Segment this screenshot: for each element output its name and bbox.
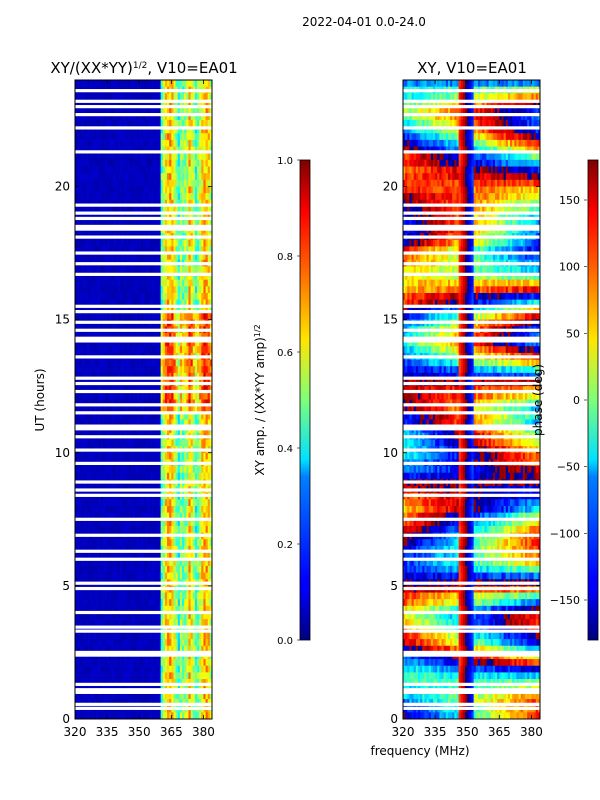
y-tick-label: 15 bbox=[383, 313, 398, 327]
x-tick-label: 380 bbox=[192, 725, 215, 739]
right-axes: 320 335 350 365 380 0 5 10 15 20 bbox=[383, 80, 543, 739]
x-tick-label: 335 bbox=[96, 725, 119, 739]
left-heatmap bbox=[75, 80, 212, 719]
shared-xlabel: frequency (MHz) bbox=[370, 744, 469, 758]
colorbar-tick-label: 1.0 bbox=[277, 156, 293, 167]
left-plot-frame bbox=[74, 79, 213, 720]
x-tick-label: 320 bbox=[64, 725, 87, 739]
right-colorbar-ticks: 150 100 50 0 −50 −100 −150 bbox=[550, 194, 587, 607]
colorbar-tick-label: 150 bbox=[559, 194, 580, 207]
right-panel-title: XY, V10=EA01 bbox=[417, 59, 527, 77]
x-tick-label: 380 bbox=[520, 725, 543, 739]
colorbar-tick-label: 0.2 bbox=[277, 540, 293, 551]
left-colorbar-bar bbox=[299, 159, 311, 641]
colorbar-tick-label: −150 bbox=[550, 594, 580, 607]
y-tick-label: 0 bbox=[62, 712, 70, 726]
figure-suptitle: 2022-04-01 0.0-24.0 bbox=[302, 15, 426, 29]
x-tick-label: 350 bbox=[456, 725, 479, 739]
y-tick-label: 15 bbox=[55, 313, 70, 327]
colorbar-tick-label: 100 bbox=[559, 261, 580, 274]
x-tick-label: 320 bbox=[392, 725, 415, 739]
colorbar-tick-label: 50 bbox=[566, 327, 580, 340]
right-colorbar-bar bbox=[587, 159, 599, 641]
colorbar-tick-label: 0 bbox=[573, 394, 580, 407]
colorbar-tick-label: 0.0 bbox=[277, 636, 293, 647]
x-tick-label: 350 bbox=[128, 725, 151, 739]
right-heatmap bbox=[403, 80, 540, 719]
right-colorbar-label: phase (deg) bbox=[531, 364, 545, 436]
y-tick-label: 0 bbox=[390, 712, 398, 726]
left-axes: 320 335 350 365 380 0 5 10 15 20 bbox=[55, 80, 215, 739]
left-panel-title: XY/(XX*YY)1/2, V10=EA01 bbox=[50, 59, 237, 77]
right-plot-frame bbox=[402, 79, 541, 720]
y-tick-label: 5 bbox=[390, 579, 398, 593]
x-tick-label: 335 bbox=[424, 725, 447, 739]
colorbar-tick-label: 0.4 bbox=[277, 444, 293, 455]
left-colorbar: 0.0 0.2 0.4 0.6 0.8 1.0 XY amp. / (XX*YY amp)… bbox=[253, 156, 311, 647]
colorbar-tick-label: 0.6 bbox=[277, 348, 293, 359]
colorbar-tick-label: −50 bbox=[557, 461, 580, 474]
left-panel: XY/(XX*YY)1/2, V10=EA01 320 335 350 365 380 0… bbox=[33, 59, 238, 739]
right-colorbar: 150 100 50 0 −50 −100 −150 phase (deg) bbox=[531, 159, 599, 641]
left-colorbar-label: XY amp. / (XX*YY amp)1/2 bbox=[253, 324, 268, 475]
x-tick-label: 365 bbox=[488, 725, 511, 739]
y-tick-label: 10 bbox=[55, 446, 70, 460]
left-colorbar-ticks: 0.0 0.2 0.4 0.6 0.8 1.0 bbox=[277, 156, 300, 647]
colorbar-tick-label: 0.8 bbox=[277, 252, 293, 263]
y-tick-label: 5 bbox=[62, 579, 70, 593]
x-tick-label: 365 bbox=[160, 725, 183, 739]
left-ylabel: UT (hours) bbox=[33, 368, 47, 431]
y-tick-label: 20 bbox=[383, 180, 398, 194]
right-panel: XY, V10=EA01 320 335 350 365 380 0 5 10 15 20 bbox=[383, 59, 543, 739]
y-tick-label: 10 bbox=[383, 446, 398, 460]
colorbar-tick-label: −100 bbox=[550, 527, 580, 540]
y-tick-label: 20 bbox=[55, 180, 70, 194]
